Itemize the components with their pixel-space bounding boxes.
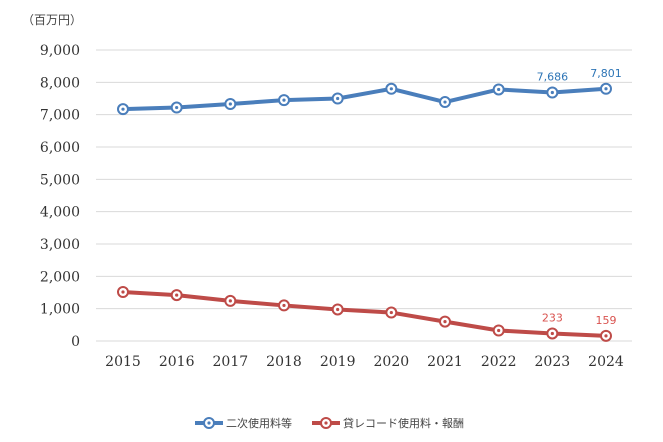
data-point-center xyxy=(336,96,340,101)
data-point-center xyxy=(228,102,232,106)
y-tick-label: 1,000 xyxy=(40,302,80,318)
data-point-center xyxy=(228,299,232,303)
x-tick-label: 2015 xyxy=(105,354,141,370)
data-point-center xyxy=(389,310,393,315)
data-point-center xyxy=(121,107,125,111)
data-label: 7,801 xyxy=(590,67,622,80)
data-label: 7,686 xyxy=(537,70,569,83)
data-label: 159 xyxy=(596,314,617,327)
legend-marker-center xyxy=(324,421,328,425)
x-tick-label: 2019 xyxy=(320,354,356,370)
series-line-1 xyxy=(122,290,607,338)
data-point-center xyxy=(175,293,179,297)
data-label: 233 xyxy=(542,311,563,324)
x-tick-label: 2022 xyxy=(481,354,517,370)
data-point-center xyxy=(604,334,608,338)
data-point-center xyxy=(121,290,125,294)
data-point-center xyxy=(443,100,447,104)
x-tick-label: 2017 xyxy=(213,354,249,370)
y-tick-label: 9,000 xyxy=(40,43,80,59)
data-point-center xyxy=(389,87,393,91)
data-point-center xyxy=(282,303,286,308)
y-tick-label: 3,000 xyxy=(40,237,80,253)
legend-label: 貸レコード使用料・報酬 xyxy=(343,416,464,430)
series-line-0 xyxy=(122,86,607,112)
x-tick-label: 2018 xyxy=(266,354,302,370)
y-tick-label: 5,000 xyxy=(40,172,80,188)
y-tick-label: 7,000 xyxy=(40,108,80,124)
x-tick-label: 2021 xyxy=(427,354,463,370)
y-tick-label: 6,000 xyxy=(40,140,80,156)
legend-label: 二次使用料等 xyxy=(226,416,292,430)
data-point-center xyxy=(497,87,501,92)
x-tick-label: 2016 xyxy=(159,354,195,370)
y-tick-label: 8,000 xyxy=(40,75,80,91)
data-point-center xyxy=(282,98,286,102)
x-tick-label: 2024 xyxy=(588,354,624,370)
data-point-center xyxy=(604,87,608,91)
data-point-center xyxy=(550,331,554,336)
data-point-center xyxy=(550,90,554,95)
y-tick-label: 0 xyxy=(71,334,80,350)
data-point-center xyxy=(443,320,447,324)
data-point-center xyxy=(497,328,501,333)
data-point-center xyxy=(336,307,340,312)
y-tick-label: 4,000 xyxy=(40,205,80,221)
x-tick-label: 2020 xyxy=(374,354,410,370)
x-tick-label: 2023 xyxy=(535,354,571,370)
legend-marker-center xyxy=(207,421,211,425)
y-tick-label: 2,000 xyxy=(40,269,80,285)
unit-label: （百万円） xyxy=(22,13,82,27)
data-point-center xyxy=(175,105,179,110)
